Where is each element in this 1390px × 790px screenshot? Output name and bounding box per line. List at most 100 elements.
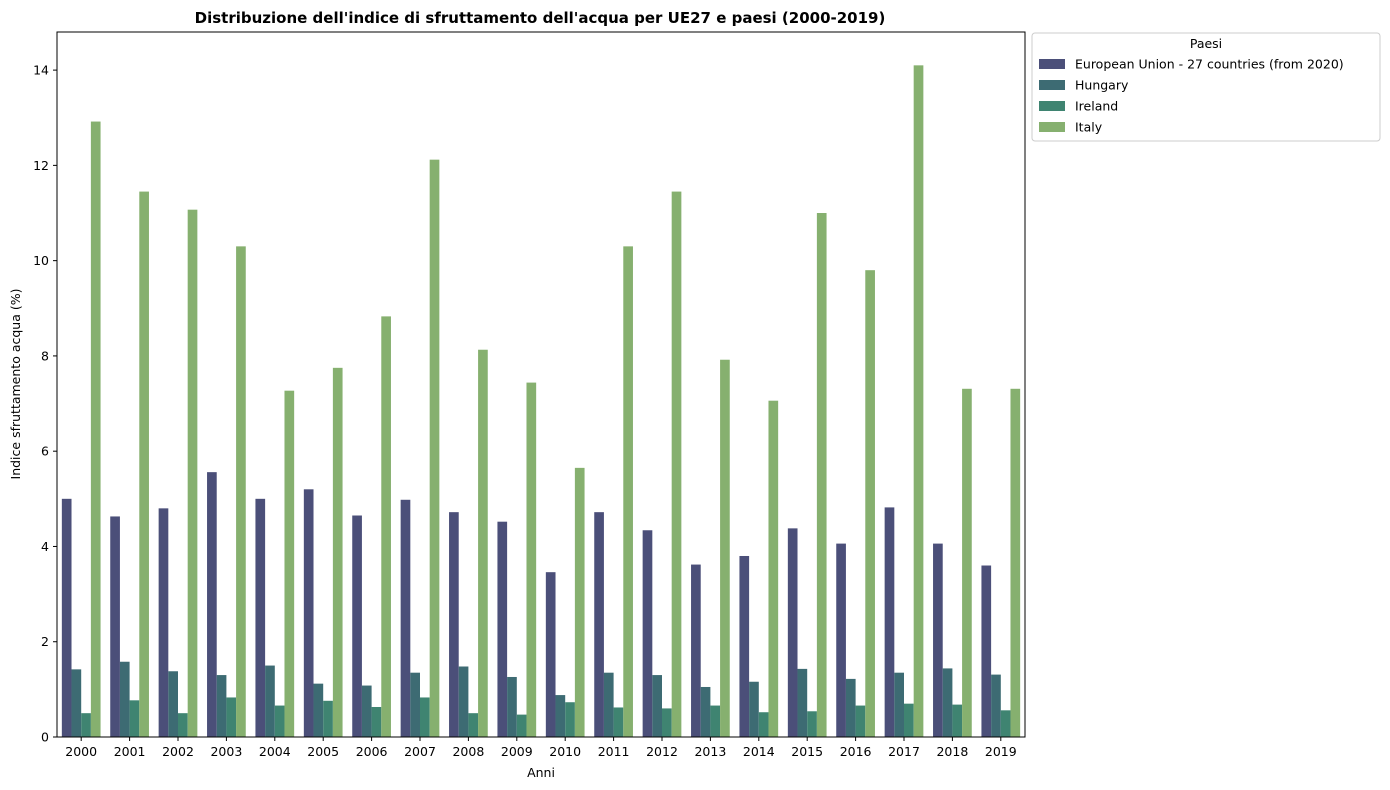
x-tick-label: 2007 [404, 744, 436, 759]
x-axis: 2000 2001 2002 2003 2004 2005 2006 2007 2008 2009… [65, 737, 1017, 759]
y-tick-label: 14 [33, 63, 49, 78]
x-tick-label: 2015 [791, 744, 823, 759]
x-tick-label: 2001 [114, 744, 146, 759]
x-tick-label: 2010 [549, 744, 581, 759]
bar-2009-series-1 [507, 676, 517, 737]
bar-2016-series-3 [865, 270, 875, 737]
y-tick-label: 12 [33, 158, 49, 173]
bar-2003-series-1 [216, 675, 227, 737]
legend-items: European Union - 27 countries (from 2020… [1039, 57, 1344, 135]
bar-2010-series-3 [574, 467, 585, 737]
bar-2009-series-3 [526, 382, 537, 737]
bar-2002-series-1 [168, 671, 178, 737]
bar-2008-series-3 [478, 349, 488, 737]
bar-2010-series-2 [565, 702, 575, 737]
bar-2000-series-0 [61, 498, 72, 737]
bar-2019-series-2 [1000, 710, 1011, 737]
bar-2012-series-2 [662, 708, 672, 737]
bar-2013-series-0 [691, 564, 701, 737]
bar-2004-series-2 [274, 705, 285, 737]
bar-2007-series-1 [410, 672, 420, 737]
bar-2016-series-1 [845, 678, 856, 737]
x-tick-label: 2006 [356, 744, 388, 759]
x-tick-label: 2003 [210, 744, 242, 759]
legend-swatch [1039, 80, 1065, 90]
bar-2009-series-2 [516, 714, 527, 737]
x-tick-label: 2012 [646, 744, 678, 759]
x-tick-label: 2011 [598, 744, 630, 759]
bar-2001-series-1 [119, 661, 130, 737]
x-tick-label: 2017 [888, 744, 920, 759]
x-tick-label: 2019 [985, 744, 1017, 759]
x-tick-label: 2005 [307, 744, 339, 759]
bar-2019-series-1 [991, 674, 1001, 737]
bar-2000-series-3 [90, 121, 101, 738]
bar-2007-series-0 [400, 499, 411, 737]
bar-2006-series-3 [381, 316, 391, 737]
legend-swatch [1039, 101, 1065, 111]
bar-2013-series-3 [720, 359, 730, 737]
legend-title: Paesi [1190, 36, 1222, 51]
bar-2002-series-0 [158, 508, 169, 737]
bar-2004-series-0 [255, 498, 266, 737]
bar-2004-series-1 [265, 665, 275, 737]
bar-2002-series-3 [187, 209, 198, 737]
bar-2016-series-2 [855, 705, 866, 737]
bar-2005-series-1 [313, 683, 324, 737]
bar-2019-series-3 [1010, 388, 1021, 737]
bar-2012-series-3 [671, 191, 682, 737]
y-tick-label: 8 [41, 348, 49, 363]
bar-2013-series-1 [700, 686, 711, 737]
bar-2007-series-3 [429, 159, 440, 737]
bar-2016-series-0 [836, 543, 846, 737]
bar-2002-series-2 [178, 713, 188, 737]
bar-2008-series-0 [449, 512, 459, 737]
x-tick-label: 2014 [743, 744, 775, 759]
plot-bars [61, 65, 1021, 738]
bar-2010-series-0 [545, 572, 556, 737]
bar-2018-series-2 [952, 704, 963, 737]
bar-2008-series-2 [468, 713, 479, 737]
bar-2015-series-0 [787, 528, 798, 737]
bar-2005-series-2 [323, 700, 333, 737]
legend: Paesi European Union - 27 countries (fro… [1031, 32, 1381, 142]
bar-2015-series-2 [807, 711, 817, 737]
bar-2014-series-2 [758, 712, 769, 737]
bar-2018-series-1 [942, 668, 953, 737]
x-tick-label: 2004 [259, 744, 291, 759]
y-tick-label: 2 [41, 634, 49, 649]
y-tick-label: 4 [41, 539, 49, 554]
bar-2000-series-2 [81, 713, 91, 737]
x-tick-label: 2008 [452, 744, 484, 759]
x-tick-label: 2000 [65, 744, 97, 759]
bar-2004-series-3 [284, 390, 295, 737]
x-tick-label: 2002 [162, 744, 194, 759]
bar-2009-series-0 [497, 521, 508, 737]
bar-2018-series-0 [933, 543, 943, 737]
bar-2019-series-0 [981, 565, 992, 737]
plot-frame [56, 31, 1026, 738]
legend-label: European Union - 27 countries (from 2020… [1075, 57, 1344, 72]
x-axis-label: Anni [527, 765, 555, 780]
x-tick-label: 2009 [501, 744, 533, 759]
legend-label: Ireland [1075, 99, 1118, 114]
legend-swatch [1039, 59, 1065, 69]
bar-2012-series-0 [642, 530, 653, 737]
bar-2006-series-1 [361, 685, 372, 737]
y-tick-label: 10 [33, 253, 49, 268]
bar-2014-series-3 [768, 400, 779, 737]
bar-2006-series-2 [371, 706, 382, 737]
bar-2017-series-2 [904, 703, 914, 737]
x-tick-label: 2013 [694, 744, 726, 759]
bar-2014-series-1 [749, 681, 759, 737]
legend-label: Hungary [1075, 78, 1129, 93]
bar-2000-series-1 [71, 669, 82, 737]
legend-swatch [1039, 122, 1065, 132]
y-axis: 0 2 4 6 8 10 12 14 [33, 63, 57, 745]
bar-2012-series-1 [652, 675, 662, 737]
y-tick-label: 0 [41, 730, 49, 745]
bar-2001-series-2 [129, 700, 140, 737]
x-tick-label: 2016 [840, 744, 872, 759]
bar-2017-series-0 [884, 507, 895, 737]
bar-2006-series-0 [352, 515, 362, 737]
